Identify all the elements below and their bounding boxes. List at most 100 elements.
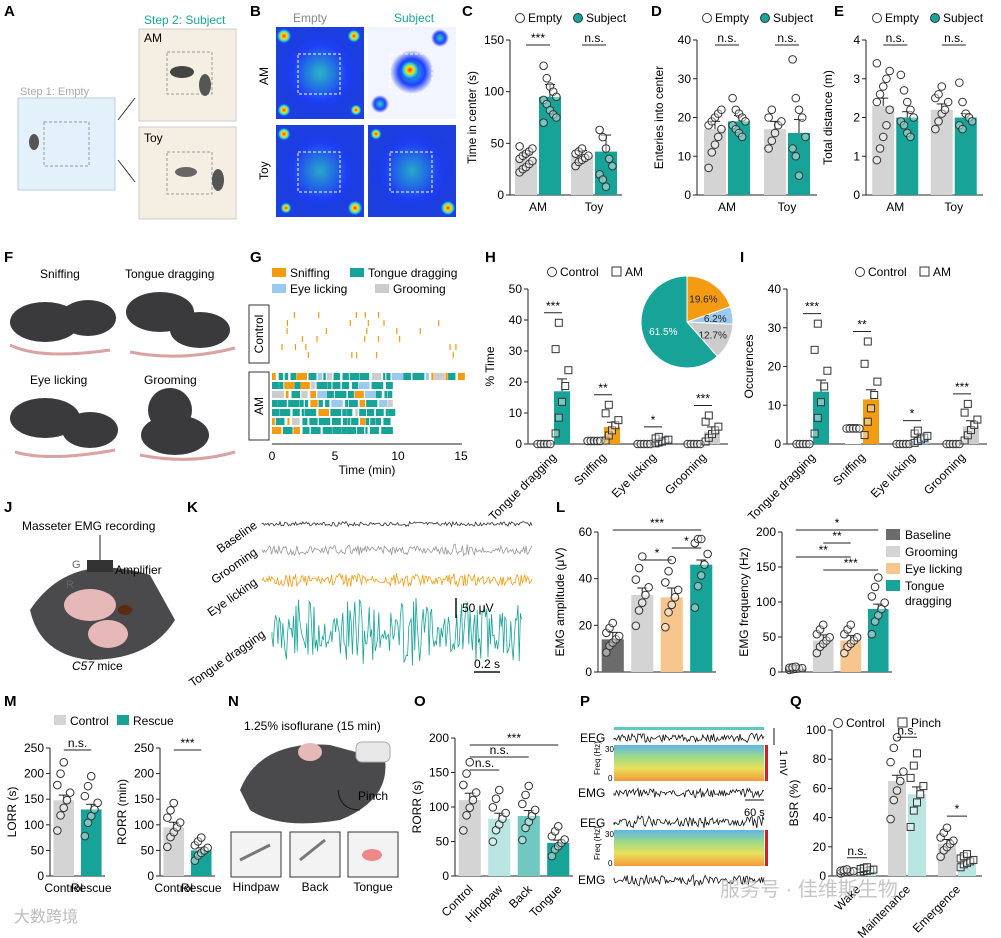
sig-label: *** <box>805 300 819 314</box>
data-point <box>797 663 807 673</box>
event-block <box>299 400 304 407</box>
data-point <box>488 837 498 846</box>
event-block <box>457 373 465 380</box>
data-point <box>801 132 810 142</box>
x-tick-label: Control <box>44 881 83 895</box>
sig-label: n.s. <box>944 31 963 45</box>
x-tick-label: Tongue dragging <box>486 450 559 523</box>
event-tick <box>355 352 358 358</box>
data-point <box>491 794 501 803</box>
y-tick-label: 0 <box>774 437 781 451</box>
data-point <box>692 439 702 449</box>
event-tick <box>449 344 451 350</box>
bar <box>840 640 862 672</box>
legend-grooming: Grooming <box>393 282 446 296</box>
x-tick-label: Emergence <box>910 882 964 936</box>
data-point <box>770 128 780 138</box>
freq-tick: 0 <box>608 859 613 868</box>
y-tick-label: 150 <box>134 792 154 806</box>
y-tick-label: 50 <box>763 630 777 644</box>
data-point <box>939 828 949 837</box>
event-block <box>448 373 456 380</box>
legend-empty: Empty <box>528 11 562 25</box>
data-point <box>166 806 175 815</box>
event-block <box>310 427 321 434</box>
data-point <box>823 366 832 375</box>
data-point <box>955 78 964 87</box>
data-point <box>717 105 726 115</box>
data-point <box>518 799 527 809</box>
event-tick <box>307 352 309 358</box>
data-point <box>546 439 555 449</box>
y-tick-label: 0 <box>515 437 522 451</box>
y-tick-label: 0 <box>497 188 504 202</box>
y-tick-label: 0 <box>585 665 592 679</box>
data-point <box>892 439 901 449</box>
y-tick-label: 0 <box>684 188 691 202</box>
data-point <box>810 345 819 354</box>
data-point <box>741 117 750 126</box>
bar <box>788 133 810 195</box>
sig-label: *** <box>955 380 969 394</box>
panel-letter-h: H <box>485 249 496 266</box>
data-point <box>637 552 647 561</box>
panel-letter-l: L <box>556 499 565 516</box>
data-point <box>56 769 65 779</box>
data-point <box>815 642 825 652</box>
event-block <box>383 373 386 380</box>
data-point <box>842 424 851 433</box>
data-point <box>767 105 777 115</box>
data-point <box>696 571 706 580</box>
legend-empty: Empty <box>715 11 749 25</box>
event-block <box>365 418 370 425</box>
data-point <box>820 382 829 391</box>
data-point <box>777 117 786 126</box>
event-block <box>318 400 323 407</box>
data-point <box>791 151 801 161</box>
y-axis-title: EMG frequency (Hz) <box>737 547 751 656</box>
emg-trace <box>613 787 765 799</box>
event-block <box>346 409 353 416</box>
y-tick-label: 20 <box>813 840 827 854</box>
data-point <box>661 622 670 632</box>
bar <box>938 843 956 876</box>
data-point <box>728 93 737 103</box>
data-point <box>909 113 918 122</box>
data-point <box>614 416 623 425</box>
data-point <box>641 590 650 600</box>
event-block <box>272 391 284 398</box>
panel-k: K Baseline Grooming Eye licking Tongue d… <box>186 499 533 690</box>
event-block <box>349 373 360 380</box>
y-tick-label: 200 <box>429 731 449 745</box>
sig-label: ** <box>819 543 829 557</box>
x-tick-label: AM <box>886 200 904 214</box>
x-tick-label: Toy <box>778 200 797 214</box>
data-point <box>896 70 906 80</box>
legend-swatch <box>272 268 286 277</box>
sig-label: *** <box>696 391 710 405</box>
legend-control: Control <box>560 265 599 279</box>
heatmap-subject-am <box>368 27 456 119</box>
event-block <box>310 391 316 398</box>
data-point <box>604 400 613 409</box>
bar <box>631 595 654 672</box>
bar <box>896 117 919 195</box>
y-tick-label: 10 <box>768 398 782 412</box>
data-point <box>898 439 908 449</box>
event-block <box>359 373 370 380</box>
nose-cone <box>355 741 391 763</box>
y-tick-label: 250 <box>134 741 154 755</box>
data-point <box>889 795 899 805</box>
mice-label-italic: C57 <box>72 659 95 673</box>
sig-label: n.s. <box>490 743 509 757</box>
eeg-trace <box>613 732 765 744</box>
x-tick-label: Rescue <box>71 881 112 895</box>
g-electrode: G <box>72 559 81 571</box>
panel-letter-e: E <box>834 3 844 20</box>
event-block <box>412 373 425 380</box>
data-point <box>794 105 804 115</box>
data-point <box>851 424 861 433</box>
event-block <box>364 391 376 398</box>
y-tick-label: 2 <box>853 111 860 125</box>
bar <box>954 117 977 195</box>
